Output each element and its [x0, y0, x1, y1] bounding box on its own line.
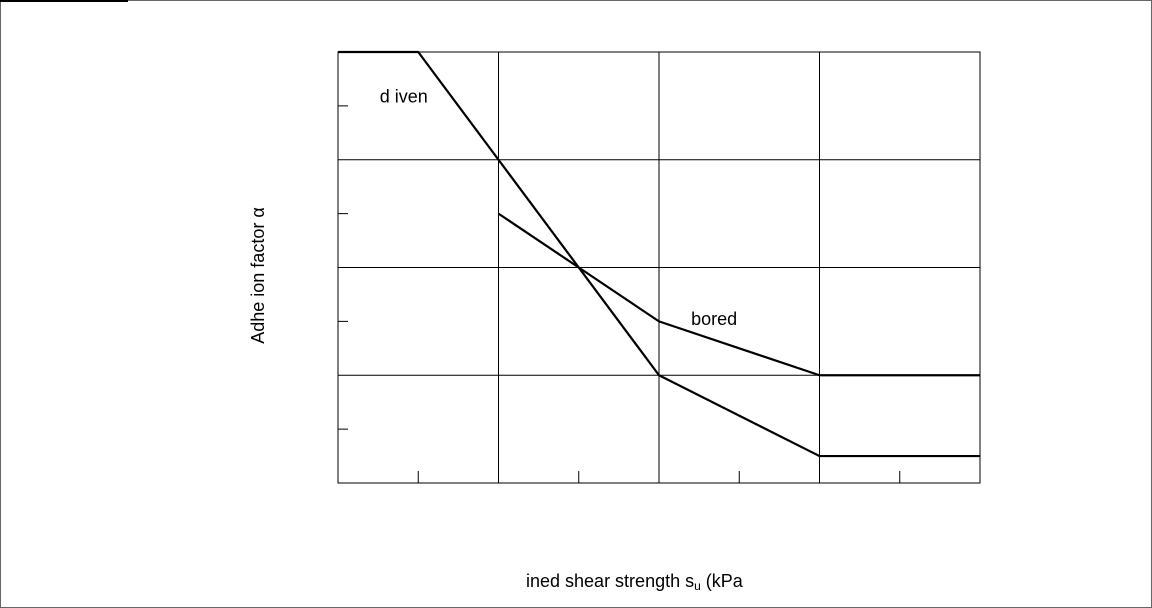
grid [338, 52, 980, 483]
x-axis-label-subscript: u [694, 579, 701, 593]
x-axis-label-unit: (kPa [701, 571, 744, 591]
annotation-bored: bored [691, 309, 737, 329]
plot-area-border [337, 51, 981, 484]
x-axis-label-main: ined shear strength s [526, 571, 694, 591]
series-lines [338, 50, 980, 458]
y-axis-label: Adhe ion factor α [248, 207, 268, 344]
corner-mark [0, 0, 128, 2]
series-line-bored [497, 212, 980, 377]
annotation-driven: d iven [380, 86, 428, 106]
ticks [338, 105, 901, 483]
x-axis-label: ined shear strength su (kPa [526, 571, 744, 593]
